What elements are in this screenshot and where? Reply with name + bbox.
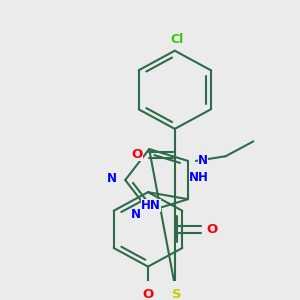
Text: N: N — [107, 172, 117, 185]
Text: S: S — [172, 288, 182, 300]
Text: O: O — [131, 148, 143, 161]
Text: N: N — [198, 154, 208, 167]
Text: NH: NH — [189, 171, 208, 184]
Text: O: O — [142, 288, 154, 300]
Text: HN: HN — [141, 199, 161, 212]
Text: N: N — [131, 208, 141, 221]
Text: O: O — [207, 223, 218, 236]
Text: Cl: Cl — [170, 33, 183, 46]
